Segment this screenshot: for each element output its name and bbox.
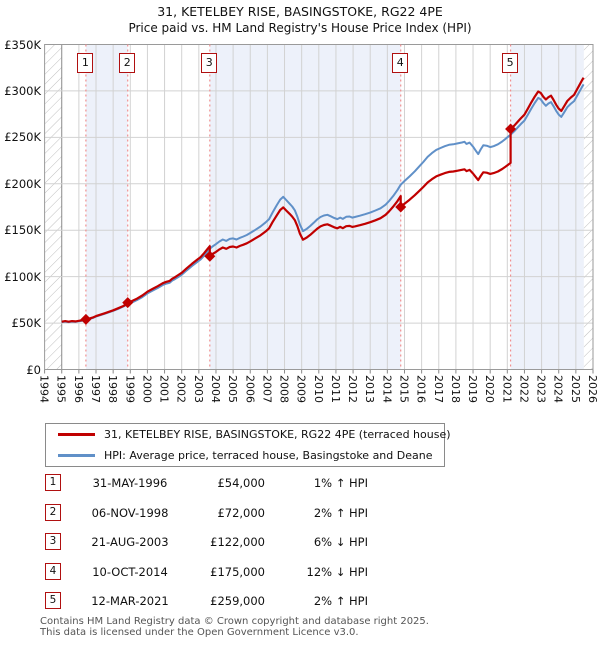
sale-price: £259,000 [210, 594, 265, 609]
x-axis-label: 2003 [191, 375, 205, 403]
price-history-chart [44, 44, 594, 374]
x-axis-label: 1994 [37, 375, 51, 403]
sale-date: 10-OCT-2014 [92, 564, 168, 579]
x-axis-label: 2006 [243, 375, 257, 403]
sale-number-badge: 3 [201, 53, 218, 73]
x-axis-label: 2002 [174, 375, 188, 403]
plot-frame [44, 44, 594, 370]
no-data-hatch [44, 44, 593, 370]
sale-number-badge: 2 [119, 53, 136, 73]
sale-date: 12-MAR-2021 [91, 594, 169, 609]
x-axis-label: 2012 [346, 375, 360, 403]
x-axis-label: 2010 [311, 375, 325, 403]
hpi-line-swatch [58, 454, 95, 457]
x-axis-label: 2001 [157, 375, 171, 403]
y-axis-label: £100K [4, 269, 41, 284]
sale-hpi-delta: 2% ↑ HPI [313, 505, 368, 520]
x-axis-label: 2008 [277, 375, 291, 403]
sale-hpi-delta: 2% ↑ HPI [313, 594, 368, 609]
sale-hpi-delta: 1% ↑ HPI [313, 476, 368, 490]
y-axis-label: £350K [4, 37, 41, 52]
sale-number-badge: 1 [45, 474, 61, 491]
sale-number-badge: 2 [45, 503, 61, 521]
sale-date: 31-MAY-1996 [92, 476, 168, 490]
sale-table-row: 1 31-MAY-1996 £54,000 1% ↑ HPI [0, 474, 600, 492]
sale-number-badge: 4 [45, 562, 61, 580]
hpi-line [61, 83, 585, 324]
x-axis-label: 2007 [260, 375, 274, 403]
price-line-swatch [58, 433, 95, 436]
sale-date: 06-NOV-1998 [91, 505, 169, 520]
x-axis-label: 2016 [414, 375, 428, 403]
x-axis-label: 2011 [328, 375, 342, 403]
sale-table-row: 2 06-NOV-1998 £72,000 2% ↑ HPI [0, 503, 600, 522]
sale-number-badge: 4 [392, 53, 409, 73]
x-axis-label: 2009 [294, 375, 308, 403]
sale-number-badge: 5 [502, 53, 519, 73]
x-axis-label: 2013 [363, 375, 377, 403]
x-axis-label: 2019 [466, 375, 480, 403]
sale-hpi-delta: 6% ↓ HPI [313, 535, 368, 550]
x-axis-label: 2005 [226, 375, 240, 403]
chart-legend: 31, KETELBEY RISE, BASINGSTOKE, RG22 4PE… [45, 423, 451, 467]
sale-markers [80, 123, 517, 325]
y-axis-label: £200K [4, 176, 41, 191]
x-axis-label: 1999 [123, 375, 137, 403]
y-axis-label: £300K [4, 83, 41, 98]
sale-date: 21-AUG-2003 [91, 535, 169, 550]
x-axis-label: 1995 [54, 375, 68, 403]
sale-number-badge: 1 [77, 53, 94, 73]
x-axis-label: 2014 [380, 375, 394, 403]
x-axis-label: 2025 [568, 375, 582, 403]
y-axis-label: £50K [11, 316, 42, 331]
footer-line-2: This data is licensed under the Open Gov… [40, 627, 359, 638]
sale-price: £122,000 [210, 535, 265, 550]
page-subtitle: Price paid vs. HM Land Registry's House … [128, 21, 472, 35]
y-axis-label: £150K [4, 223, 41, 238]
copyright-footer: Contains HM Land Registry data © Crown c… [40, 616, 429, 638]
x-axis-label: 2000 [140, 375, 154, 403]
legend-item-hpi: HPI: Average price, terraced house, Basi… [46, 445, 444, 466]
x-axis-label: 1997 [89, 375, 102, 403]
sale-number-badge: 5 [45, 592, 61, 610]
x-axis-label: 2015 [397, 375, 411, 403]
sale-table-row: 3 21-AUG-2003 £122,000 6% ↓ HPI [0, 533, 600, 551]
legend-label: 31, KETELBEY RISE, BASINGSTOKE, RG22 4PE… [104, 428, 451, 441]
sale-number-badge: 3 [45, 533, 61, 551]
x-axis-label: 2020 [483, 375, 497, 403]
x-axis-label: 2023 [534, 375, 548, 403]
sale-table-row: 5 12-MAR-2021 £259,000 2% ↑ HPI [0, 592, 600, 610]
x-axis-label: 2021 [500, 375, 514, 403]
legend-label: HPI: Average price, terraced house, Basi… [104, 449, 433, 462]
sale-price: £72,000 [217, 505, 265, 520]
x-tick-marks [44, 369, 594, 374]
x-axis-label: 1996 [71, 375, 85, 403]
x-axis-label: 2026 [586, 375, 599, 403]
y-axis-label: £250K [4, 130, 41, 145]
sale-price: £175,000 [210, 564, 265, 579]
x-axis-label: 2017 [431, 375, 445, 403]
sale-table-row: 4 10-OCT-2014 £175,000 12% ↓ HPI [0, 562, 600, 581]
legend-item-price: 31, KETELBEY RISE, BASINGSTOKE, RG22 4PE… [46, 424, 451, 445]
x-axis-label: 2024 [551, 375, 565, 403]
x-axis-label: 1998 [106, 375, 120, 403]
footer-line-1: Contains HM Land Registry data © Crown c… [40, 616, 429, 627]
page-title: 31, KETELBEY RISE, BASINGSTOKE, RG22 4PE [157, 4, 443, 19]
sale-hpi-delta: 12% ↓ HPI [306, 564, 368, 579]
sale-price: £54,000 [217, 476, 265, 490]
x-axis-label: 2018 [448, 375, 462, 403]
x-axis-label: 2004 [208, 375, 222, 403]
y-axis-label: £0 [26, 362, 41, 377]
x-axis-label: 2022 [517, 375, 531, 403]
